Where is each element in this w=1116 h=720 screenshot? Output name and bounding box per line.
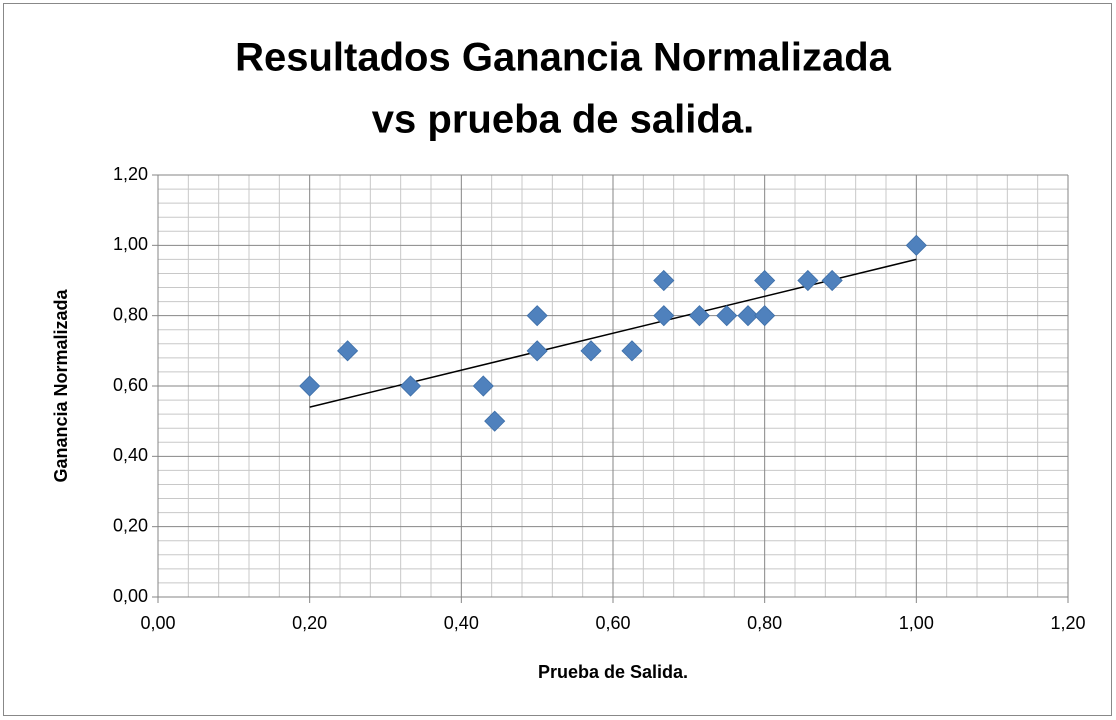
x-tick-label: 1,00 bbox=[899, 613, 934, 633]
point bbox=[399, 375, 422, 397]
point bbox=[688, 305, 711, 327]
x-tick-label: 0,00 bbox=[140, 613, 175, 633]
x-axis-label: Prueba de Salida. bbox=[538, 662, 688, 682]
x-tick-label: 1,20 bbox=[1050, 613, 1085, 633]
y-tick-label: 0,40 bbox=[113, 445, 148, 465]
y-tick-label: 1,00 bbox=[113, 234, 148, 254]
point bbox=[526, 340, 548, 362]
point bbox=[299, 375, 321, 397]
x-tick-label: 0,20 bbox=[292, 613, 327, 633]
y-tick-label: 0,80 bbox=[113, 304, 148, 324]
point bbox=[737, 305, 759, 327]
point bbox=[797, 269, 819, 292]
chart-title: vs prueba de salida. bbox=[372, 98, 754, 142]
y-tick-label: 0,00 bbox=[113, 586, 148, 606]
point bbox=[337, 340, 359, 362]
y-axis-label: Ganancia Normalizada bbox=[51, 288, 71, 482]
point bbox=[905, 234, 927, 256]
point bbox=[621, 340, 643, 362]
y-tick-label: 0,20 bbox=[113, 515, 148, 535]
x-tick-label: 0,80 bbox=[747, 613, 782, 633]
point bbox=[472, 375, 494, 397]
point bbox=[754, 269, 776, 292]
point bbox=[653, 269, 675, 292]
point bbox=[580, 340, 602, 362]
y-tick-label: 0,60 bbox=[113, 375, 148, 395]
point bbox=[526, 305, 548, 327]
point bbox=[653, 305, 675, 327]
chart-title: Resultados Ganancia Normalizada bbox=[235, 36, 892, 80]
point bbox=[716, 305, 738, 327]
point bbox=[821, 269, 843, 292]
x-tick-label: 0,60 bbox=[595, 613, 630, 633]
x-tick-label: 0,40 bbox=[444, 613, 479, 633]
point bbox=[484, 410, 506, 432]
y-tick-label: 1,20 bbox=[113, 164, 148, 184]
point bbox=[754, 305, 776, 327]
